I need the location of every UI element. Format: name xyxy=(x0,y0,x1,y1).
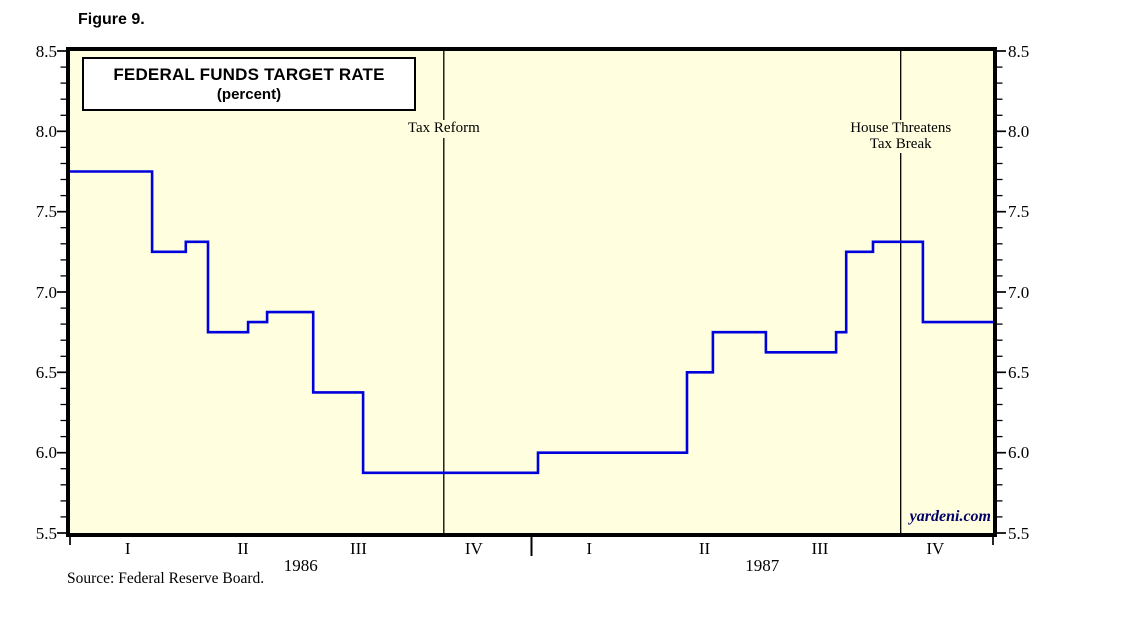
figure-number-label: Figure 9. xyxy=(78,11,145,28)
x-year-label: 1986 xyxy=(283,556,318,575)
x-quarter-label: II xyxy=(698,539,711,558)
y-tick-label: 7.0 xyxy=(1008,282,1030,302)
y-tick-label: 6.5 xyxy=(35,362,57,382)
y-tick-label: 6.0 xyxy=(1008,443,1030,463)
x-quarter-label: III xyxy=(811,539,829,558)
y-tick-label: 8.0 xyxy=(1008,121,1030,141)
x-quarter-label: I xyxy=(586,539,593,558)
y-tick-label: 8.0 xyxy=(35,121,57,141)
target-rate-step-line xyxy=(70,170,993,475)
x-quarter-label: III xyxy=(349,539,367,558)
annotation-label-line: Tax Break xyxy=(869,135,932,152)
chart-subtitle: (percent) xyxy=(216,86,282,103)
x-quarter-label: IV xyxy=(464,539,483,558)
annotation-label: Tax Reform xyxy=(403,120,484,138)
y-tick-label: 8.5 xyxy=(35,41,57,61)
y-tick-label: 7.0 xyxy=(35,282,57,302)
y-tick-label: 5.5 xyxy=(35,523,57,543)
x-year-label: 1987 xyxy=(745,556,780,575)
x-quarter-label: II xyxy=(237,539,249,558)
annotation-label: House Threatens Tax Break xyxy=(846,120,956,153)
y-tick-label: 5.5 xyxy=(1008,523,1030,543)
y-tick-label: 6.0 xyxy=(35,443,57,463)
y-tick-label: 7.5 xyxy=(1008,202,1030,222)
annotation-label-line: Tax Reform xyxy=(407,120,480,136)
source-note: Source: Federal Reserve Board. xyxy=(67,570,265,587)
watermark-text: yardeni.com xyxy=(909,508,991,525)
x-quarter-label: IV xyxy=(926,539,945,558)
plot-area xyxy=(66,47,997,537)
chart-title-box: FEDERAL FUNDS TARGET RATE (percent) xyxy=(82,57,416,111)
y-tick-label: 7.5 xyxy=(35,202,57,222)
y-tick-label: 6.5 xyxy=(1008,362,1030,382)
chart-title: FEDERAL FUNDS TARGET RATE xyxy=(113,65,385,84)
annotation-label-line: House Threatens xyxy=(850,120,952,136)
y-tick-label: 8.5 xyxy=(1008,41,1030,61)
x-quarter-label: I xyxy=(124,539,131,558)
